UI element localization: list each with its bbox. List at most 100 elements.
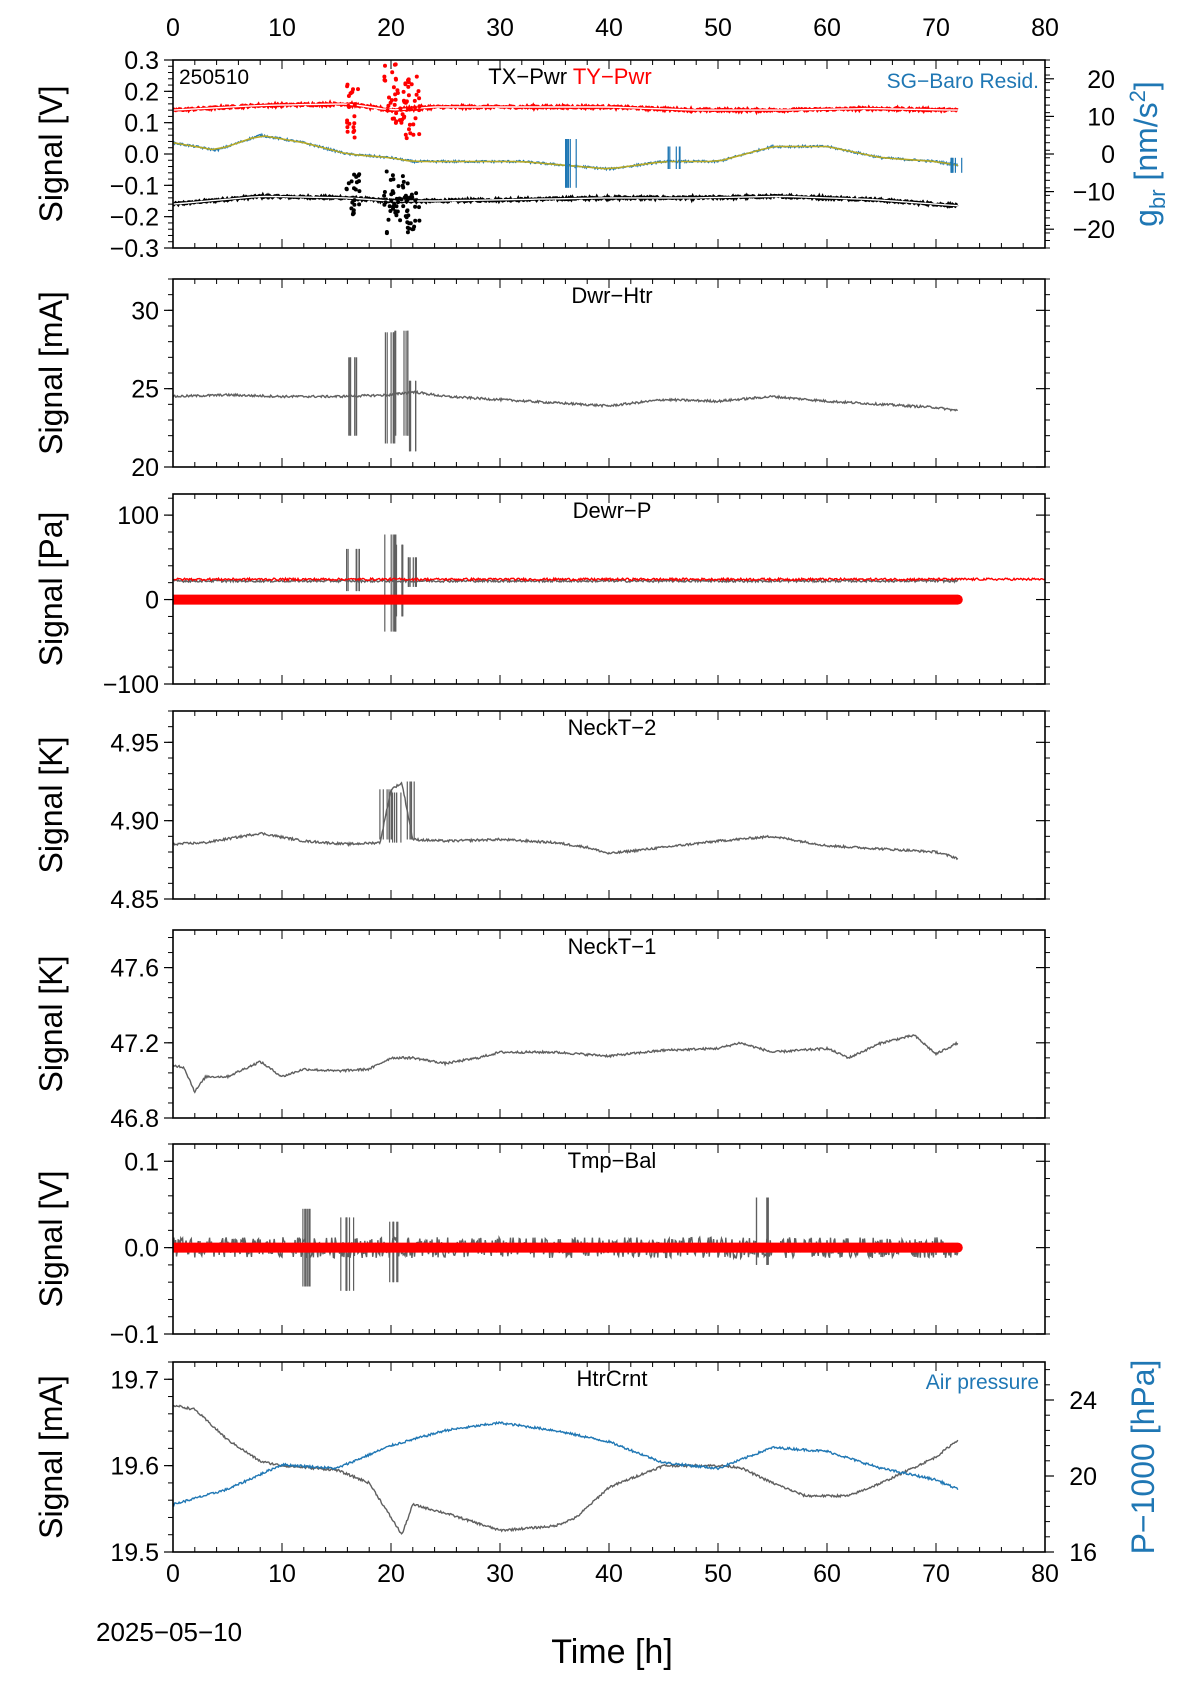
x-bottom-tick-label: 80 — [1031, 1560, 1059, 1588]
x-top-tick-label: 0 — [166, 14, 180, 42]
spike-dot — [417, 96, 422, 101]
spike-dot — [386, 217, 391, 222]
y2-label-unit: [nm/s — [1128, 102, 1164, 189]
spike-dot — [401, 204, 406, 209]
spike-dot — [407, 226, 412, 231]
spike-dot — [391, 85, 396, 90]
spike-dot — [410, 227, 415, 232]
spike-dot — [398, 106, 403, 111]
x-axis-label: Time [h] — [551, 1633, 673, 1671]
spike-dot — [414, 74, 419, 79]
spike-dot — [412, 98, 417, 103]
spike-dot — [352, 135, 357, 140]
spike-dot — [351, 125, 356, 130]
panel-tmp-bal: −0.1 0.0 0.1 Signal [V] Tmp−Bal — [33, 1143, 1050, 1349]
spike-dot — [407, 122, 412, 127]
spike-dot — [345, 125, 350, 130]
y2-tick-label: 16 — [1069, 1539, 1097, 1567]
spike-dot — [409, 82, 414, 87]
y-tick-label: 30 — [131, 297, 159, 325]
spike-dot — [414, 92, 419, 97]
spike-dot — [351, 130, 356, 134]
y2-label-close: ] — [1128, 81, 1164, 90]
y-tick-label: −100 — [103, 671, 159, 699]
y-axis-label: Signal [V] — [33, 86, 69, 223]
plot-area — [173, 534, 1045, 632]
spike-dot — [344, 187, 349, 192]
series-air-pressure — [173, 1420, 959, 1508]
spike-dot — [352, 121, 357, 126]
spike-dot — [393, 210, 398, 215]
spike-dot — [357, 202, 362, 207]
spike-dot — [406, 77, 411, 82]
y2-tick-label: 20 — [1087, 66, 1115, 94]
plot-area — [173, 1034, 959, 1094]
y-tick-label: −0.1 — [110, 1321, 159, 1349]
spike-dot — [346, 181, 351, 186]
x-bottom-tick-label: 50 — [704, 1560, 732, 1588]
x-top-tick-label: 70 — [922, 14, 950, 42]
plot-area — [173, 330, 958, 452]
spike-dot — [357, 189, 362, 194]
y-tick-label: 47.2 — [110, 1030, 159, 1058]
panel-htrcrnt: 19.5 19.6 19.7 Signal [mA] 16 20 24 P−1000 [hPa… — [33, 1360, 1161, 1567]
spike-dot — [411, 132, 416, 137]
spike-dot — [408, 131, 413, 136]
spike-dot — [382, 193, 387, 198]
spike-dot — [417, 108, 422, 113]
y-axis-label: Signal [V] — [33, 1171, 69, 1308]
x-bottom-tick-label: 30 — [486, 1560, 514, 1588]
spike-dot — [404, 195, 409, 200]
spike-dot — [385, 108, 390, 113]
x-bottom-tick-label: 40 — [595, 1560, 623, 1588]
series-ty-pwr — [173, 62, 959, 141]
spike-dot — [405, 230, 410, 235]
y-tick-label: −0.3 — [110, 235, 159, 263]
panel-title: NeckT−2 — [568, 715, 657, 740]
y-tick-label: 0.0 — [124, 141, 159, 169]
spike-dot — [406, 93, 411, 98]
spike-dot — [409, 107, 413, 112]
panel-title: Dewr−P — [573, 498, 652, 523]
spike-dot — [345, 129, 350, 134]
y2-label-sub: br — [1145, 189, 1170, 209]
spike-dot — [399, 120, 404, 125]
spike-dot — [413, 105, 417, 110]
spike-dot — [409, 192, 414, 197]
series-neckt-1 — [173, 1034, 959, 1094]
spike-dot — [400, 174, 405, 179]
plot-area — [173, 1197, 963, 1291]
x-top-tick-label: 80 — [1031, 14, 1059, 42]
spike-dot — [357, 172, 362, 177]
y2-label-sup: 2 — [1125, 90, 1150, 102]
spike-dot — [391, 206, 395, 211]
x-bottom-tick-label: 70 — [922, 1560, 950, 1588]
y-tick-label: 0.3 — [124, 47, 159, 75]
y-tick-label: 4.90 — [110, 808, 159, 836]
spike-dot — [417, 218, 422, 223]
y-tick-label: −0.1 — [110, 172, 159, 200]
y-axis-label: Signal [Pa] — [33, 512, 69, 667]
y-axis-left: −0.1 0.0 0.1 Signal [V] — [33, 1143, 1050, 1349]
panel-neckt-1: 46.8 47.2 47.6 Signal [K] NeckT−1 — [33, 929, 1050, 1133]
y2-tick-label: −20 — [1073, 216, 1115, 244]
panel-neckt-2: 4.85 4.90 4.95 Signal [K] NeckT−2 — [33, 710, 1050, 914]
y2-tick-label: −10 — [1073, 179, 1115, 207]
spike-dot — [395, 88, 400, 93]
spike-dot — [352, 114, 357, 119]
spike-dot — [389, 98, 394, 103]
y-tick-label: 0 — [145, 587, 159, 615]
panel-dewr-p: −100 0 100 Signal [Pa] Dewr−P — [33, 493, 1050, 699]
spike-dot — [356, 87, 360, 92]
right-legend: SG−Baro Resid. — [887, 70, 1039, 93]
spike-dot — [386, 103, 391, 108]
x-top-tick-label: 20 — [377, 14, 405, 42]
spike-dot — [387, 204, 392, 209]
panel-title: HtrCrnt — [577, 1366, 648, 1391]
y-tick-label: 20 — [131, 454, 159, 482]
panel-title: NeckT−1 — [568, 934, 657, 959]
title-ty: TY−Pwr — [573, 64, 652, 89]
x-bottom-tick-label: 20 — [377, 1560, 405, 1588]
spike-dot — [392, 102, 397, 107]
spike-dot — [382, 202, 387, 207]
